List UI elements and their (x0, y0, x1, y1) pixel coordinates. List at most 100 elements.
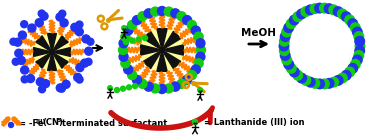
Circle shape (60, 19, 68, 27)
Circle shape (194, 32, 203, 41)
Polygon shape (52, 36, 68, 52)
Circle shape (345, 67, 355, 77)
Circle shape (76, 64, 84, 72)
Circle shape (76, 76, 83, 83)
Circle shape (282, 55, 291, 65)
Circle shape (315, 3, 324, 13)
Circle shape (338, 9, 347, 19)
Circle shape (187, 20, 197, 29)
Circle shape (280, 32, 290, 41)
Circle shape (177, 79, 186, 88)
Circle shape (144, 9, 153, 18)
Text: = Lanthanide (III) ion: = Lanthanide (III) ion (204, 118, 305, 128)
Circle shape (124, 39, 129, 45)
Circle shape (329, 5, 339, 15)
Circle shape (15, 49, 23, 57)
Circle shape (171, 9, 180, 18)
Circle shape (21, 21, 28, 28)
Polygon shape (157, 50, 167, 71)
Polygon shape (162, 31, 181, 50)
Circle shape (197, 46, 206, 54)
Polygon shape (48, 33, 56, 52)
Circle shape (58, 85, 65, 92)
Circle shape (6, 117, 10, 121)
Circle shape (81, 59, 89, 67)
Circle shape (85, 58, 92, 65)
Circle shape (338, 73, 347, 83)
Circle shape (355, 41, 365, 51)
Circle shape (348, 19, 358, 28)
Circle shape (191, 26, 200, 35)
Circle shape (353, 27, 362, 37)
Circle shape (21, 76, 28, 83)
Circle shape (133, 83, 138, 88)
Circle shape (171, 82, 180, 91)
Polygon shape (162, 50, 181, 69)
Circle shape (144, 82, 153, 91)
Circle shape (158, 85, 166, 94)
Circle shape (353, 55, 362, 65)
Circle shape (297, 9, 307, 19)
Circle shape (12, 117, 16, 121)
Circle shape (128, 20, 136, 29)
Circle shape (10, 38, 17, 45)
Circle shape (192, 119, 198, 125)
Circle shape (33, 33, 71, 71)
Circle shape (280, 51, 290, 60)
Circle shape (279, 41, 289, 51)
Circle shape (62, 80, 70, 88)
Circle shape (122, 26, 126, 30)
Circle shape (341, 70, 351, 80)
Circle shape (132, 75, 141, 84)
Circle shape (177, 12, 186, 21)
Circle shape (329, 77, 339, 87)
Polygon shape (36, 36, 52, 52)
Circle shape (138, 79, 147, 88)
Polygon shape (162, 45, 183, 55)
Circle shape (290, 15, 299, 25)
Circle shape (305, 77, 315, 87)
Circle shape (119, 39, 128, 48)
Circle shape (279, 46, 289, 56)
Circle shape (324, 79, 334, 88)
Circle shape (287, 64, 296, 73)
Circle shape (324, 4, 334, 13)
Circle shape (198, 88, 202, 92)
Circle shape (136, 37, 141, 42)
Circle shape (17, 56, 25, 64)
Circle shape (121, 32, 130, 41)
Circle shape (194, 59, 203, 68)
Polygon shape (52, 52, 68, 68)
Circle shape (310, 4, 320, 13)
Circle shape (187, 71, 197, 80)
Circle shape (119, 52, 128, 61)
Text: MeOH: MeOH (242, 28, 276, 38)
Circle shape (85, 47, 93, 55)
Circle shape (196, 52, 205, 61)
Circle shape (319, 79, 329, 89)
Circle shape (42, 80, 50, 88)
Circle shape (310, 79, 320, 88)
Circle shape (297, 73, 307, 83)
Circle shape (348, 64, 358, 73)
Circle shape (74, 74, 82, 81)
Text: (CN): (CN) (42, 118, 63, 128)
Circle shape (127, 85, 132, 90)
Circle shape (151, 7, 160, 16)
Circle shape (158, 6, 166, 16)
Circle shape (350, 23, 360, 32)
Circle shape (87, 38, 94, 45)
Circle shape (76, 21, 83, 28)
Circle shape (151, 84, 160, 93)
Circle shape (35, 19, 43, 27)
Circle shape (39, 86, 45, 93)
Circle shape (121, 59, 130, 68)
Text: terminated surfactant: terminated surfactant (59, 118, 167, 128)
Circle shape (75, 28, 83, 36)
Circle shape (290, 67, 299, 77)
Circle shape (333, 76, 343, 85)
Circle shape (14, 38, 22, 46)
Circle shape (355, 46, 364, 56)
Circle shape (56, 84, 64, 92)
Circle shape (138, 12, 147, 21)
